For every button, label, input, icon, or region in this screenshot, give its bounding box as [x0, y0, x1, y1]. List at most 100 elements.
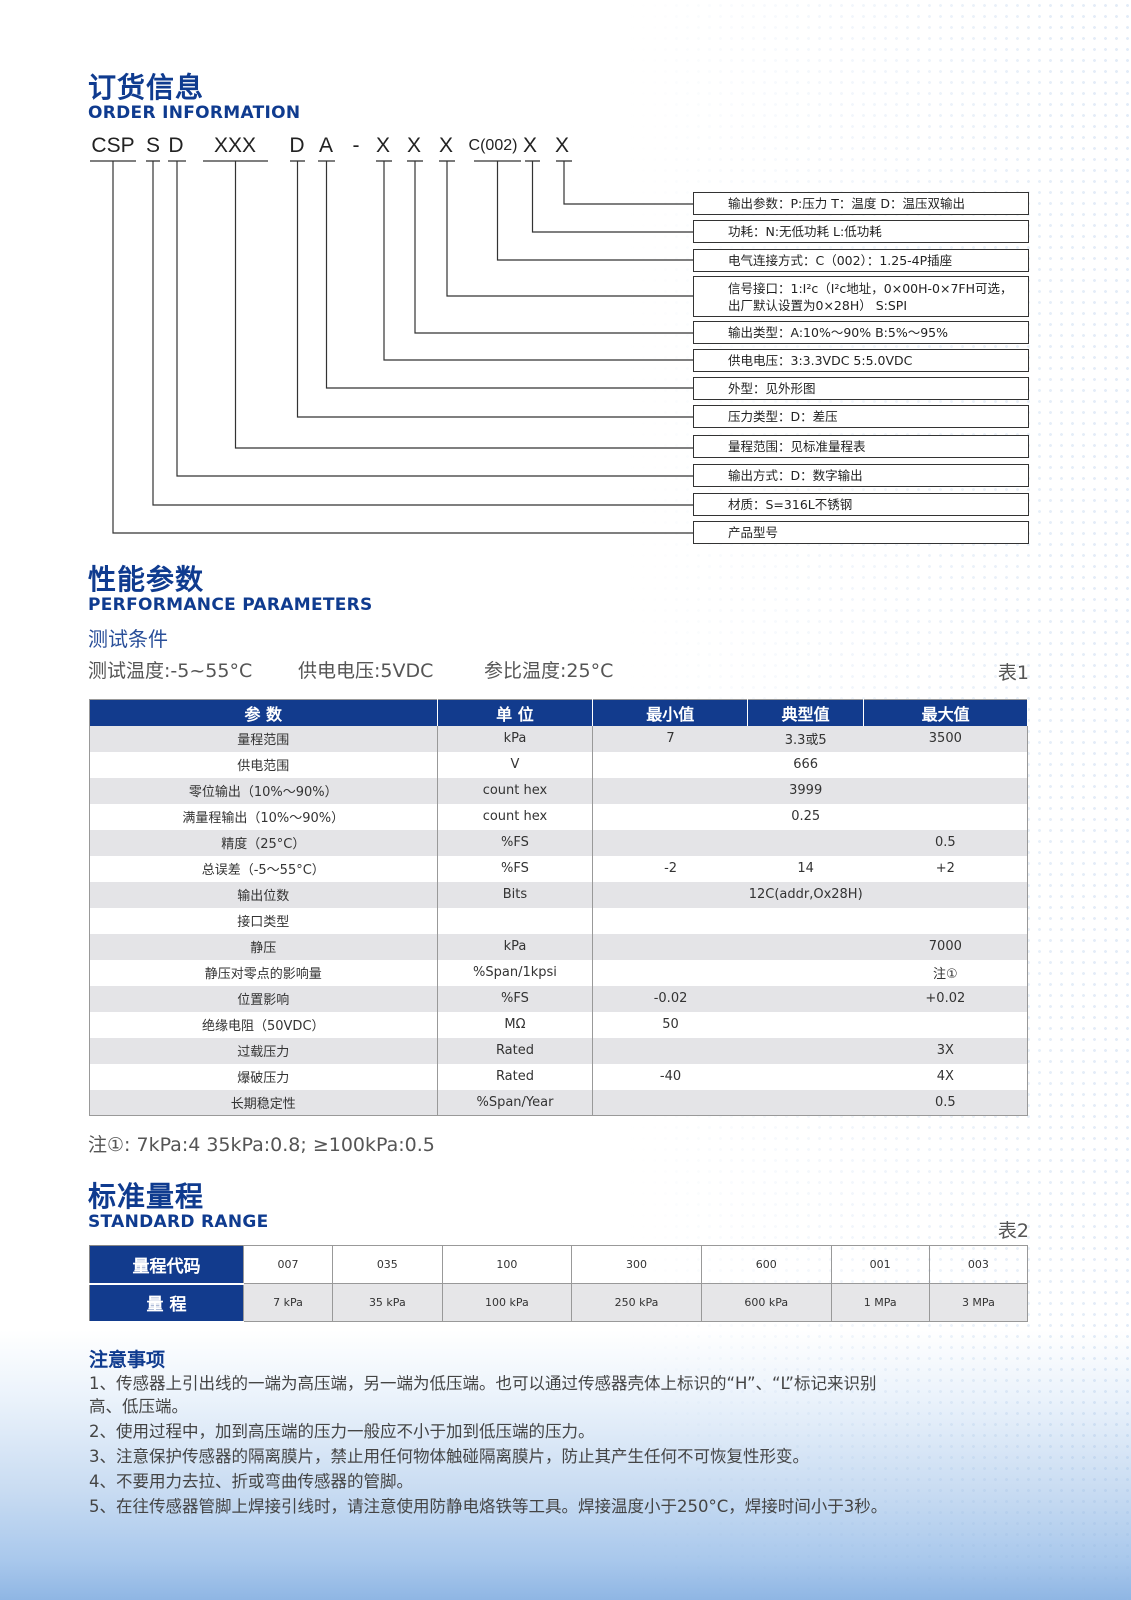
table-cell: 长期稳定性: [89, 1089, 438, 1116]
range-code-cell: 003: [928, 1245, 1029, 1284]
leader-line: [383, 161, 693, 361]
range-code-cell: 100: [441, 1245, 573, 1284]
range-value-cell: 7 kPa: [242, 1283, 334, 1322]
leader-line: [414, 161, 693, 334]
table-header: 参 数: [89, 699, 438, 726]
order-option-text: 材质：S=316L不锈钢: [728, 497, 853, 512]
order-option-box: 输出参数：P:压力 T：温度 D：温压双输出: [693, 192, 1029, 215]
table-cell: %FS: [437, 829, 594, 856]
table-cell: 3999: [747, 777, 864, 804]
performance-title-en: PERFORMANCE PARAMETERS: [88, 595, 373, 615]
table-cell: 3.3或5: [747, 725, 864, 752]
range-code-cell: 035: [332, 1245, 443, 1284]
table-cell: 0.5: [863, 829, 1028, 856]
leader-line: [531, 161, 693, 233]
range-value-cell: 35 kPa: [332, 1283, 443, 1322]
table-cell: 14: [747, 855, 864, 882]
code-segment: -: [352, 134, 360, 157]
order-option-box: 压力类型：D：差压: [693, 405, 1029, 428]
table-cell: 7000: [863, 933, 1028, 960]
table-cell: [592, 751, 748, 778]
table-cell: 输出位数: [89, 881, 438, 908]
table-cell: [592, 881, 748, 908]
order-option-box: 输出类型：A:10%～90% B:5%～95%: [693, 321, 1029, 344]
table-cell: MΩ: [437, 1011, 594, 1038]
order-option-box: 外型：见外形图: [693, 377, 1029, 400]
range-code-cell: 007: [242, 1245, 334, 1284]
test-temperature: 测试温度:-5~55°C: [88, 660, 253, 682]
table-cell: %FS: [437, 985, 594, 1012]
table-row: 长期稳定性 %Span/Year 0.5: [89, 1089, 1028, 1116]
table-row: 爆破压力 Rated -40 4X: [89, 1063, 1028, 1090]
table-cell: [747, 907, 864, 934]
footnote: 注①: 7kPa:4 35kPa:0.8; ≥100kPa:0.5: [88, 1134, 435, 1156]
supply-voltage: 供电电压:5VDC: [298, 660, 434, 682]
table-cell: 7: [592, 725, 748, 752]
table-cell: 接口类型: [89, 907, 438, 934]
range-title-en: STANDARD RANGE: [88, 1212, 269, 1232]
performance-table: 参 数单 位最小值 典型值 最大值 量程范围 kPa 7 3.3或5 3500 供电范围 V 66…: [89, 699, 1028, 1116]
table-row: 静压对零点的影响量 %Span/1kpsi 注①: [89, 959, 1028, 986]
code-segment: X: [554, 134, 570, 157]
order-option-text: 信号接口：1:I²c（I²c地址，0×00H-0×7FH可选，: [728, 280, 1013, 296]
order-option-text: 电气连接方式：C（002）：1.25-4P插座: [728, 253, 953, 268]
order-option-box: 输出方式：D：数字输出: [693, 464, 1029, 487]
table-cell: -40: [592, 1063, 748, 1090]
leader-line: [234, 161, 693, 449]
table-cell: +0.02: [863, 985, 1028, 1012]
code-segment: D: [168, 134, 184, 157]
table-cell: [592, 1089, 748, 1116]
table-cell: %FS: [437, 855, 594, 882]
order-option-box: 功耗：N:无低功耗 L:低功耗: [693, 220, 1029, 243]
table-row: 过载压力 Rated 3X: [89, 1037, 1028, 1064]
range-value-cell: 250 kPa: [571, 1283, 702, 1322]
table-cell: -0.02: [592, 985, 748, 1012]
table2-label: 表2: [997, 1220, 1029, 1242]
table-cell: [592, 907, 748, 934]
table-cell: Rated: [437, 1063, 594, 1090]
table-row: 接口类型: [89, 907, 1028, 934]
table-cell: [747, 1063, 864, 1090]
table-cell: [863, 777, 1028, 804]
table-cell: [747, 933, 864, 960]
range-value-cell: 600 kPa: [700, 1283, 832, 1322]
table-cell: [863, 803, 1028, 830]
note-line: 1、传感器上引出线的一端为高压端，另一端为低压端。也可以通过传感器壳体上标识的“…: [89, 1374, 877, 1393]
table-cell: 0.5: [863, 1089, 1028, 1116]
code-segment: XXX: [213, 134, 257, 157]
table-row: 精度（25°C） %FS 0.5: [89, 829, 1028, 856]
table-cell: 注①: [863, 959, 1028, 986]
leader-line: [496, 161, 693, 261]
table1-label: 表1: [997, 662, 1029, 684]
table-cell: %Span/Year: [437, 1089, 594, 1116]
table-cell: count hex: [437, 777, 594, 804]
note-line: 2、使用过程中，加到高压端的压力一般应不小于加到低压端的压力。: [89, 1422, 595, 1441]
table-cell: [592, 933, 748, 960]
order-code-lines: [90, 160, 693, 534]
table-cell: 3500: [863, 725, 1028, 752]
code-segment: CSP: [91, 134, 135, 157]
range-header: 量 程: [89, 1283, 244, 1323]
table-cell: [437, 907, 594, 934]
table-cell: 3X: [863, 1037, 1028, 1064]
order-option-text: 压力类型：D：差压: [728, 409, 838, 424]
code-segment: X: [522, 134, 538, 157]
table-cell: 过载压力: [89, 1037, 438, 1064]
order-option-box: 供电电压：3:3.3VDC 5:5.0VDC: [693, 349, 1029, 372]
range-value-cell: 1 MPa: [830, 1283, 930, 1322]
table-row: 位置影响 %FS -0.02 +0.02: [89, 985, 1028, 1012]
table-row: 绝缘电阻（50VDC） MΩ 50: [89, 1011, 1028, 1038]
table-cell: %Span/1kpsi: [437, 959, 594, 986]
code-segment: X: [375, 134, 391, 157]
table-cell: 精度（25°C）: [89, 829, 438, 856]
code-segment: D: [289, 134, 305, 157]
table-cell: Rated: [437, 1037, 594, 1064]
table-cell: +2: [863, 855, 1028, 882]
range-title-cn: 标准量程: [88, 1180, 205, 1213]
note-line: 3、注意保护传感器的隔离膜片，禁止用任何物体触碰隔离膜片，防止其产生任何不可恢复…: [89, 1447, 809, 1466]
table-cell: 12C(addr,Ox28H): [747, 881, 864, 908]
leader-line: [176, 161, 693, 477]
table-row: 静压 kPa 7000: [89, 933, 1028, 960]
table-cell: -2: [592, 855, 748, 882]
